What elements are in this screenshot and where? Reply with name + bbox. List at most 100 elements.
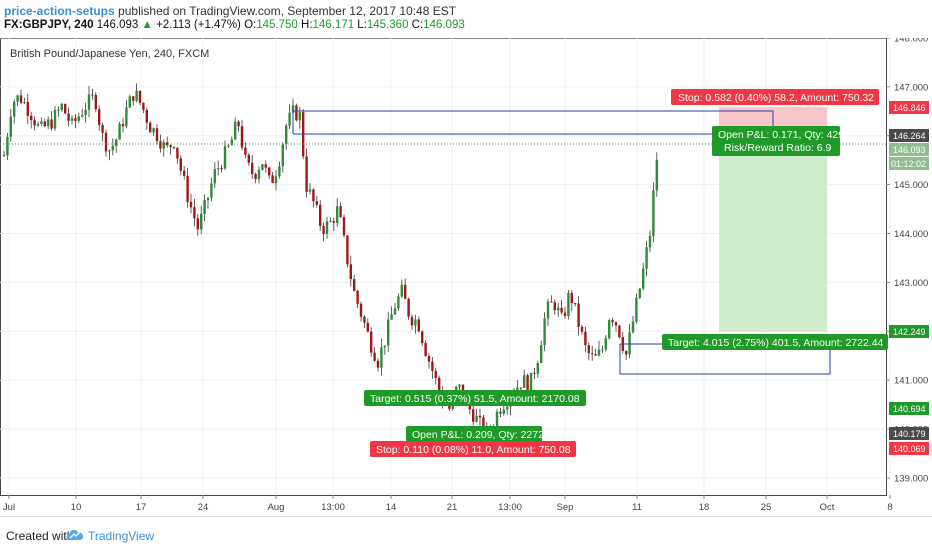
candle-body: [319, 204, 322, 226]
publish-line: price-action-setups published on Trading…: [4, 4, 456, 18]
candle-body: [145, 109, 148, 123]
candle-body: [261, 164, 264, 170]
candle-body: [70, 118, 74, 121]
candle-body: [648, 235, 652, 248]
time-axis[interactable]: Jul 10 17 24 Aug 13:00 14 21 13:00 Sep 11 18 25 Oct 8: [3, 495, 893, 513]
candle-body: [308, 189, 312, 192]
candle-body: [587, 345, 590, 354]
candle-body: [244, 147, 247, 155]
candle-body: [336, 206, 339, 223]
tag-short-stop-text: 146.846: [893, 103, 926, 113]
long-target-box: [364, 390, 586, 406]
candle-body: [536, 363, 539, 374]
tag-short-entry-text: 146.264: [893, 131, 926, 141]
short-pnl-text: Open P&L: 0.171, Qty: 429: [718, 129, 844, 141]
candle-body: [87, 94, 91, 110]
candle-body: [349, 264, 352, 280]
candle-body: [295, 105, 298, 121]
x-tick-label: 10: [71, 502, 82, 513]
x-tick-label: Aug: [268, 502, 285, 513]
short-stop-text: Stop: 0.582 (0.40%) 58.2, Amount: 750.32: [678, 92, 874, 104]
candle-body: [414, 319, 417, 326]
candle-body: [652, 190, 655, 236]
x-tick-label: Oct: [820, 502, 835, 513]
candle-body: [291, 105, 295, 113]
candle-body: [601, 349, 604, 351]
candle-body: [81, 115, 84, 117]
candle-body: [478, 415, 482, 418]
x-tick-label: Jul: [3, 502, 15, 513]
tradingview-cloud-icon[interactable]: [66, 528, 84, 541]
candle-body: [53, 110, 57, 129]
candle-body: [172, 147, 176, 149]
candle-body: [580, 326, 584, 332]
symbol-label: FX:GBPJPY, 240: [4, 19, 94, 31]
tag-countdown: [889, 157, 929, 170]
candle-body: [142, 102, 145, 110]
candle-body: [618, 325, 621, 338]
candle-body: [77, 116, 80, 121]
candle-body: [36, 123, 40, 126]
candle-body: [67, 113, 70, 121]
candle-body: [315, 201, 318, 205]
candle-body: [213, 169, 216, 184]
candle-body: [210, 183, 213, 198]
candle-body: [217, 168, 220, 170]
tradingview-brand-link[interactable]: TradingView: [88, 529, 155, 543]
candle-body: [33, 120, 36, 126]
tag-short-stop: [889, 101, 929, 114]
candle-body: [285, 125, 288, 145]
y-tick-label: 148.000: [894, 38, 928, 44]
author-link[interactable]: price-action-setups: [4, 4, 115, 18]
x-tick-label: 25: [761, 502, 772, 513]
chart-area[interactable]: British Pound/Japanese Yen, 240, FXCM St…: [0, 38, 932, 516]
candle-body: [193, 207, 196, 219]
candle-body: [472, 409, 475, 422]
price-chart[interactable]: British Pound/Japanese Yen, 240, FXCM St…: [0, 38, 932, 516]
candle-body: [104, 132, 108, 152]
candle-body: [506, 406, 509, 410]
candle-body: [366, 322, 369, 332]
candle-body: [380, 347, 383, 368]
candle-body: [431, 361, 434, 372]
open-label: O:: [244, 19, 257, 31]
candle-body: [169, 145, 172, 148]
candle-body: [189, 201, 193, 208]
candle-body: [614, 322, 618, 326]
short-target-zone: [719, 136, 827, 332]
candle-body: [159, 141, 162, 149]
candle-body: [553, 302, 556, 311]
candle-body: [526, 375, 529, 392]
candle-body: [638, 288, 641, 298]
candle-body: [356, 290, 359, 304]
candle-body: [64, 104, 67, 114]
candle-body: [533, 372, 536, 374]
candle-body: [149, 122, 152, 133]
publish-info: published on TradingView.com, September …: [118, 4, 457, 18]
candle-body: [264, 164, 267, 168]
candle-body: [339, 206, 342, 218]
short-target-bracket[interactable]: [619, 344, 831, 375]
short-stop-line[interactable]: [293, 110, 774, 126]
candle-body: [434, 371, 437, 378]
candle-body: [200, 213, 203, 230]
candle-body: [203, 200, 206, 214]
candle-body: [278, 166, 281, 177]
y-tick-label: 145.000: [894, 180, 928, 191]
candle-body: [152, 128, 155, 133]
candle-body: [111, 145, 114, 151]
candle-body: [611, 320, 614, 323]
candle-body: [6, 136, 9, 156]
candle-body: [329, 221, 332, 223]
candle-body: [240, 126, 244, 148]
candle-body: [57, 109, 60, 111]
candle-body: [407, 298, 410, 317]
long-stop-box: [370, 441, 576, 457]
candle-body: [376, 360, 380, 368]
tag-short-target-text: 142.249: [893, 327, 926, 337]
low-value: 145.360: [366, 19, 409, 31]
candle-body: [642, 268, 645, 289]
candlestick-series: [2, 83, 658, 447]
candle-body: [625, 350, 628, 355]
candle-body: [98, 109, 101, 125]
